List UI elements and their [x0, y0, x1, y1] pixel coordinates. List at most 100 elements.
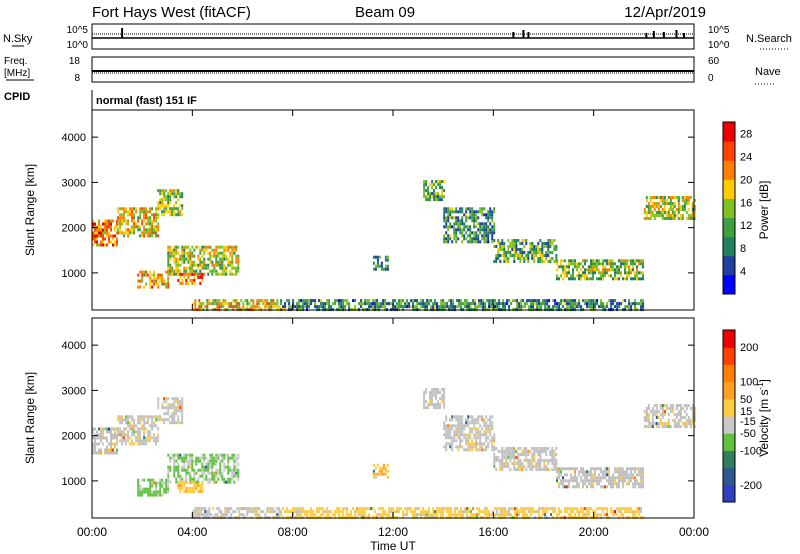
data-cell	[489, 216, 492, 220]
data-cell	[572, 271, 574, 275]
data-cell	[316, 510, 319, 514]
data-cell	[161, 406, 164, 410]
data-cell	[475, 430, 478, 434]
data-cell	[193, 278, 196, 282]
data-cell	[143, 442, 146, 446]
data-cell	[647, 425, 650, 428]
data-cell	[193, 477, 196, 481]
data-cell	[141, 210, 144, 214]
data-cell	[659, 422, 662, 425]
data-cell	[155, 490, 158, 494]
data-cell	[396, 510, 399, 514]
data-cell	[96, 237, 98, 241]
data-cell	[548, 299, 551, 303]
data-cell	[665, 199, 668, 202]
data-cell	[135, 439, 138, 443]
data-cell	[159, 487, 162, 491]
data-cell	[568, 277, 570, 281]
data-cell	[161, 198, 164, 202]
data-cell	[235, 456, 238, 460]
data-cell	[484, 507, 487, 511]
data-cell	[338, 507, 341, 511]
data-cell	[435, 198, 438, 202]
data-cell	[614, 482, 616, 486]
data-cell	[592, 473, 594, 477]
data-cell	[649, 214, 652, 217]
data-cell	[624, 259, 626, 263]
data-cell	[221, 257, 224, 261]
data-cell	[681, 416, 684, 419]
data-cell	[551, 468, 554, 471]
data-cell	[487, 213, 490, 217]
data-cell	[574, 473, 576, 477]
data-cell	[165, 400, 168, 404]
data-cell	[634, 277, 636, 281]
data-cell	[602, 473, 604, 477]
data-cell	[600, 302, 603, 306]
data-cell	[493, 456, 496, 459]
data-cell	[328, 513, 331, 517]
data-cell	[191, 269, 194, 273]
data-cell	[487, 210, 490, 214]
data-cell	[216, 302, 219, 306]
data-cell	[469, 228, 472, 232]
data-cell	[147, 418, 150, 422]
data-cell	[284, 302, 287, 306]
data-cell	[489, 421, 492, 425]
data-cell	[598, 271, 600, 275]
data-cell	[564, 271, 566, 275]
data-cell	[570, 513, 573, 517]
data-cell	[163, 406, 166, 410]
data-cell	[480, 305, 483, 309]
data-cell	[290, 305, 293, 309]
data-cell	[640, 302, 643, 306]
data-cell	[441, 394, 444, 398]
data-cell	[628, 271, 630, 275]
data-cell	[225, 453, 228, 457]
data-cell	[268, 507, 271, 511]
data-cell	[647, 413, 650, 416]
data-cell	[212, 299, 215, 303]
data-cell	[155, 213, 158, 217]
data-cell	[636, 277, 638, 281]
data-cell	[574, 305, 577, 309]
data-cell	[151, 421, 154, 425]
data-cell	[461, 418, 464, 422]
data-cell	[582, 479, 584, 483]
data-cell	[545, 251, 548, 254]
data-cell	[538, 305, 541, 309]
data-cell	[477, 237, 480, 241]
data-cell	[578, 305, 581, 309]
data-cell	[456, 513, 459, 517]
data-cell	[529, 251, 532, 254]
data-cell	[636, 271, 638, 275]
data-cell	[655, 422, 658, 425]
data-cell	[220, 513, 223, 517]
data-cell	[221, 245, 224, 249]
data-cell	[435, 195, 438, 199]
data-cell	[517, 468, 520, 471]
data-cell	[530, 302, 533, 306]
data-cell	[477, 430, 480, 434]
data-cell	[453, 234, 456, 238]
data-cell	[457, 436, 460, 440]
data-cell	[446, 507, 449, 511]
data-cell	[643, 211, 646, 214]
data-cell	[514, 510, 517, 514]
data-cell	[465, 436, 468, 440]
data-cell	[584, 507, 587, 511]
data-cell	[473, 231, 476, 235]
data-cell	[434, 513, 437, 517]
data-cell	[519, 242, 522, 245]
data-cell	[616, 302, 619, 306]
data-cell	[143, 421, 146, 425]
data-cell	[117, 210, 120, 214]
data-cell	[171, 248, 174, 252]
data-cell	[214, 299, 217, 303]
data-cell	[513, 462, 516, 465]
data-cell	[515, 245, 518, 248]
data-cell	[681, 407, 684, 410]
data-cell	[104, 219, 106, 223]
data-cell	[469, 240, 472, 244]
data-cell	[179, 403, 182, 407]
